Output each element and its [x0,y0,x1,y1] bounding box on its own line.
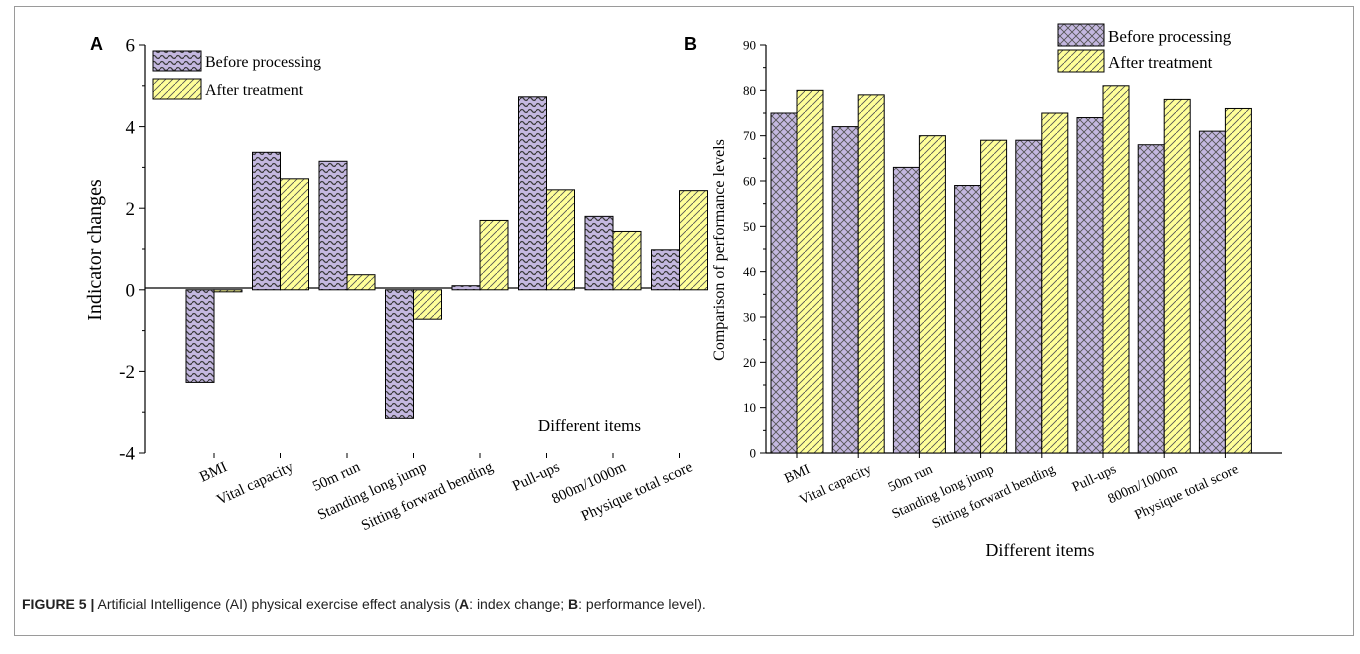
panel-b-x-tick-label-physique-total-score: Physique total score [1133,462,1242,523]
panel-a-bar-after-sitting-forward-bending [479,219,509,291]
panel-b-y-tick-label: 60 [743,174,756,189]
panel-b-legend-label-before: Before processing [1108,27,1232,46]
panel-b-legend-label-after: After treatment [1108,53,1213,72]
panel-b-bar-before-800m-1000m [1137,144,1165,454]
panel-a-bar-before-50m-run [318,160,348,291]
panel-a-bar-after-800m-1000m [612,230,642,291]
panel-b-bar-before-50m-run [892,166,920,454]
panel-b-bar-after-bmi [796,89,824,454]
panel-a-y-tick-label: 0 [126,280,136,301]
panel-b-y-tick-label: 40 [743,264,756,279]
caption-text-1: Artificial Intelligence (AI) physical ex… [94,596,460,612]
figure-frame [14,6,1354,636]
panel-b-bar-after-50m-run [918,135,946,454]
panel-a-y-tick-label: 2 [126,199,136,220]
panel-a-y-axis-title: Indicator changes [84,179,106,321]
panel-a-y-tick-label: -2 [119,362,135,383]
panel-a-bar-before-pull-ups [518,96,547,291]
panel-b-bar-after-standing-long-jump [980,139,1008,454]
caption-text-2: : index change; [469,596,569,612]
panel-a-bar-before-standing-long-jump [385,289,414,419]
panel-b-bar-before-sitting-forward-bending [1015,139,1043,454]
panel-b-legend-swatch-after [1057,49,1105,73]
panel-a-legend-swatch-after [152,78,202,100]
panel-b-y-tick-label: 90 [743,38,756,53]
panel-a-bar-after-physique-total-score [679,190,708,291]
panel-b-bar-after-sitting-forward-bending [1041,112,1069,454]
panel-a-bar-before-bmi [185,289,215,383]
panel-a-y-tick-label: 6 [126,36,136,57]
panel-b-legend: Before processing After treatment [1057,23,1232,73]
panel-a-legend-swatch-before [152,50,202,72]
panel-a-bar-after-vital-capacity [280,178,309,291]
panel-b-bar-before-standing-long-jump [954,185,982,454]
panel-a-x-axis-title: Different items [538,416,641,435]
panel-a-bar-after-50m-run [346,274,376,291]
panel-b-bar-after-800m-1000m [1163,98,1191,454]
caption-text-3: : performance level). [578,596,706,612]
panel-b-y-tick-label: 10 [743,400,756,415]
panel-a-bar-after-pull-ups [546,189,575,291]
panel-a-bar-before-800m-1000m [584,215,614,291]
panel-b-x-axis-title: Different items [985,540,1094,560]
panel-b-bar-before-vital-capacity [831,126,859,454]
panel-a-bar-before-physique-total-score [651,249,680,291]
panel-a-letter: A [90,34,103,54]
panel-b-y-tick-label: 70 [743,128,756,143]
panel-a-x-tick-label-vital-capacity: Vital capacity [214,459,296,509]
panel-b-y-tick-label: 80 [743,83,756,98]
panel-b-bar-after-pull-ups [1102,85,1130,454]
panel-a-x-tick-label-bmi: BMI [197,459,229,485]
caption-a-label: A [459,596,470,612]
panel-b-y-tick-label: 0 [750,446,757,461]
caption-b-label: B [568,596,579,612]
panel-a-legend-label-before: Before processing [205,54,321,71]
panel-a-x-tick-label-physique-total-score: Physique total score [579,459,696,525]
panel-b-bar-before-bmi [770,112,798,454]
panel-a-x-tick-label-pull-ups: Pull-ups [510,459,562,495]
panel-b-bar-before-physique-total-score [1198,130,1226,454]
panel-b-bar-after-physique-total-score [1224,107,1252,454]
panel-a-bar-before-sitting-forward-bending [451,285,481,291]
panel-a-legend-label-after: After treatment [205,82,304,99]
figure-caption: FIGURE 5 | Artificial Intelligence (AI) … [22,596,706,612]
panel-a-bar-before-vital-capacity [252,151,281,291]
panel-b-legend-swatch-before [1057,23,1105,47]
caption-prefix: FIGURE 5 | [22,596,95,612]
panel-b-x-tick-label-bmi: BMI [782,462,813,487]
panel-b-letter: B [684,34,697,54]
panel-a-legend: Before processing After treatment [152,50,321,100]
panel-b-y-tick-label: 20 [743,355,756,370]
panel-b-bar-after-vital-capacity [857,94,885,454]
panel-b-y-tick-label: 50 [743,219,756,234]
panel-a-y-tick-label: 4 [126,117,136,138]
panel-a-bar-after-standing-long-jump [413,289,442,320]
panel-b-y-axis-title: Comparison of performance levels [711,139,728,361]
panel-b-y-tick-label: 30 [743,310,756,325]
panel-a-y-tick-label: -4 [119,444,135,465]
panel-a-bar-after-bmi [213,289,243,293]
panel-b-bar-before-pull-ups [1076,117,1104,454]
